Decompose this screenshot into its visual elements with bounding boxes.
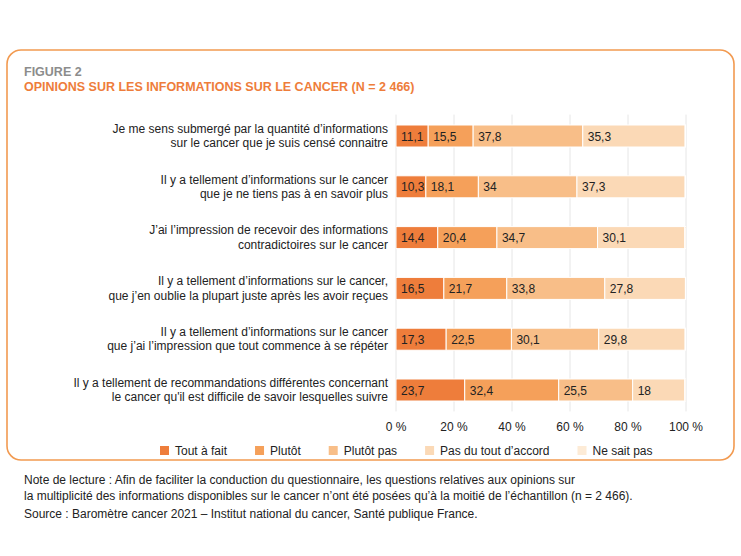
data-label: 37,8 bbox=[478, 130, 502, 144]
data-label: 21,7 bbox=[449, 282, 473, 296]
tick-label: 60 % bbox=[556, 420, 584, 434]
category-label: Il y a tellement de recommandations diff… bbox=[73, 376, 388, 405]
data-label: 23,7 bbox=[401, 384, 425, 398]
category-label: Il y a tellement d’informations sur le c… bbox=[161, 173, 388, 202]
bar-segment bbox=[599, 328, 685, 350]
legend-label: Tout à fait bbox=[175, 444, 228, 458]
bar-segment bbox=[577, 176, 685, 198]
grid-line bbox=[570, 115, 571, 412]
bar-segment bbox=[685, 176, 686, 198]
note: Note de lecture : Afin de faciliter la c… bbox=[24, 473, 633, 503]
bars bbox=[396, 125, 686, 401]
tick-label: 20 % bbox=[440, 420, 468, 434]
data-label: 34 bbox=[483, 180, 497, 194]
bar-segment bbox=[478, 176, 577, 198]
bar-segment bbox=[633, 379, 685, 401]
data-label: 30,1 bbox=[516, 333, 540, 347]
data-label: 35,3 bbox=[588, 130, 612, 144]
bar-segment bbox=[396, 227, 438, 249]
bar-segment bbox=[396, 176, 426, 198]
bar-segment bbox=[428, 125, 473, 147]
grid-line bbox=[686, 115, 687, 412]
bar-segment bbox=[438, 227, 497, 249]
data-label: 11,1 bbox=[401, 130, 424, 144]
data-label: 22,5 bbox=[451, 333, 475, 347]
title: FIGURE 2 bbox=[24, 65, 82, 79]
legend-label: Plutôt bbox=[270, 444, 301, 458]
data-label: 27,8 bbox=[610, 282, 634, 296]
legend-swatch bbox=[329, 446, 338, 455]
tick-label: 80 % bbox=[614, 420, 642, 434]
data-label: 34,7 bbox=[502, 231, 526, 245]
subtitle: OPINIONS SUR LES INFORMATIONS SUR LE CAN… bbox=[24, 80, 414, 94]
data-label: 20,4 bbox=[443, 231, 467, 245]
bar-segment bbox=[497, 227, 598, 249]
bar-segment bbox=[559, 379, 633, 401]
legend-swatch bbox=[160, 446, 169, 455]
bar-segment bbox=[444, 277, 507, 299]
data-label: 14,4 bbox=[401, 231, 425, 245]
category-label: Il y a tellement d’informations sur le c… bbox=[109, 274, 389, 303]
bar-segment bbox=[426, 176, 478, 198]
category-label: J’ai l’impression de recevoir des inform… bbox=[149, 223, 388, 252]
bar-segment bbox=[685, 379, 686, 401]
bar-segment bbox=[605, 277, 686, 299]
bar-segment bbox=[507, 277, 605, 299]
bar-segment bbox=[396, 379, 465, 401]
data-label: 18,1 bbox=[431, 180, 455, 194]
tick-label: 40 % bbox=[498, 420, 526, 434]
data-label: 18 bbox=[638, 384, 652, 398]
data-label: 37,3 bbox=[582, 180, 606, 194]
chart: FIGURE 2OPINIONS SUR LES INFORMATIONS SU… bbox=[0, 0, 741, 556]
category-label: Il y a tellement d’informations sur le c… bbox=[107, 325, 388, 354]
bar-segment bbox=[511, 328, 598, 350]
legend: Tout à fait Plutôt Plutôt pas Pas du tout d… bbox=[160, 444, 653, 458]
frame bbox=[7, 50, 734, 460]
legend-label: Plutôt pas bbox=[344, 444, 397, 458]
legend-swatch bbox=[425, 446, 434, 455]
data-label: 10,3 bbox=[401, 180, 425, 194]
bar-segment bbox=[446, 328, 511, 350]
grid-line bbox=[512, 115, 513, 412]
bar-segment bbox=[583, 125, 685, 147]
bar-segment bbox=[685, 277, 686, 299]
source: Source : Baromètre cancer 2021 – Institu… bbox=[24, 507, 478, 521]
data-label: 29,8 bbox=[604, 333, 628, 347]
bar-segment bbox=[685, 227, 686, 249]
grid-line bbox=[628, 115, 629, 412]
grid-line bbox=[454, 115, 455, 412]
data-label: 16,5 bbox=[401, 282, 425, 296]
data-labels: 11,1 15,5 37,8 35,3 10,3 18,1 34 37,3 14,4 20,4 34… bbox=[401, 130, 651, 398]
tick-label: 0 % bbox=[386, 420, 407, 434]
bar-segment bbox=[598, 227, 685, 249]
data-label: 33,8 bbox=[512, 282, 536, 296]
bar-segment bbox=[396, 328, 446, 350]
data-label: 17,3 bbox=[401, 333, 425, 347]
legend-label: Ne sait pas bbox=[593, 444, 653, 458]
bar-segment bbox=[473, 125, 583, 147]
tick-label: 100 % bbox=[669, 420, 703, 434]
grid-line bbox=[396, 115, 397, 412]
bar-segment bbox=[685, 125, 686, 147]
data-label: 30,1 bbox=[603, 231, 627, 245]
legend-swatch bbox=[255, 446, 264, 455]
category-label: Je me sens submergé par la quantité d’in… bbox=[113, 122, 389, 151]
grid bbox=[396, 115, 686, 412]
data-label: 32,4 bbox=[470, 384, 494, 398]
data-label: 15,5 bbox=[433, 130, 457, 144]
bar-segment bbox=[685, 328, 686, 350]
legend-label: Pas du tout d’accord bbox=[440, 444, 549, 458]
legend-swatch bbox=[578, 446, 587, 455]
data-label: 25,5 bbox=[564, 384, 588, 398]
bar-segment bbox=[396, 277, 444, 299]
bar-segment bbox=[465, 379, 559, 401]
bar-segment bbox=[396, 125, 428, 147]
